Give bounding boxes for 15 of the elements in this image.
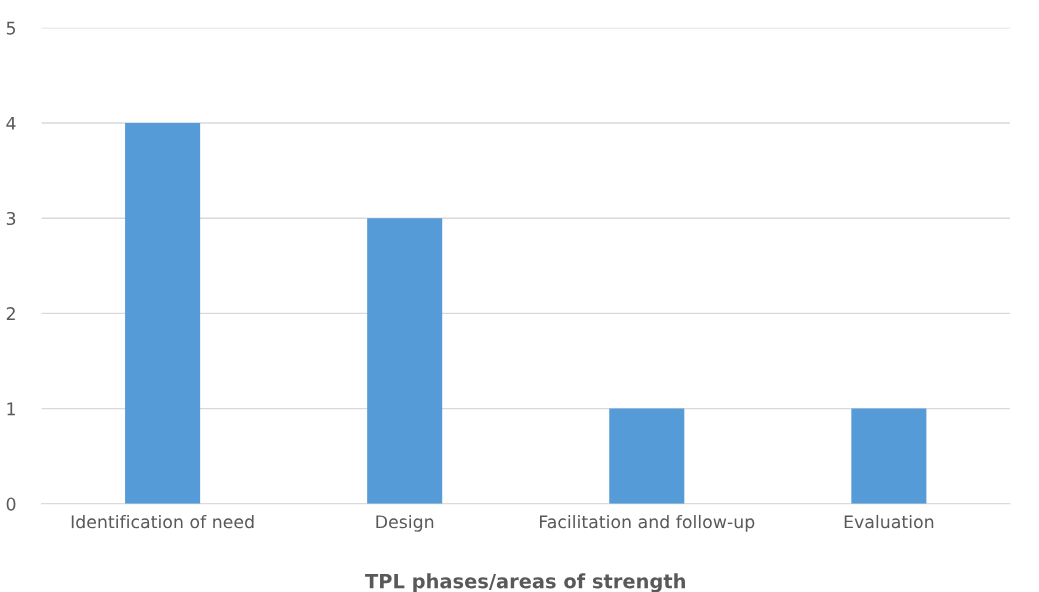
x-tick-label: Facilitation and follow-up — [540, 514, 755, 532]
bar — [367, 218, 443, 504]
x-tick-label: Evaluation — [844, 514, 934, 529]
bar — [851, 408, 927, 504]
y-tick-label: 5 — [6, 21, 16, 35]
bar — [125, 123, 201, 504]
y-tick-label: 4 — [6, 116, 16, 130]
y-tick-label: 3 — [6, 211, 16, 226]
y-tick-label: 0 — [6, 497, 16, 511]
x-tick-label: Identification of need — [71, 514, 254, 529]
x-tick-label: Design — [376, 514, 434, 532]
x-axis-title: TPL phases/areas of strength — [365, 573, 685, 592]
y-tick-label: 2 — [6, 307, 15, 320]
bar — [609, 408, 685, 504]
y-tick-label: 1 — [7, 402, 15, 416]
